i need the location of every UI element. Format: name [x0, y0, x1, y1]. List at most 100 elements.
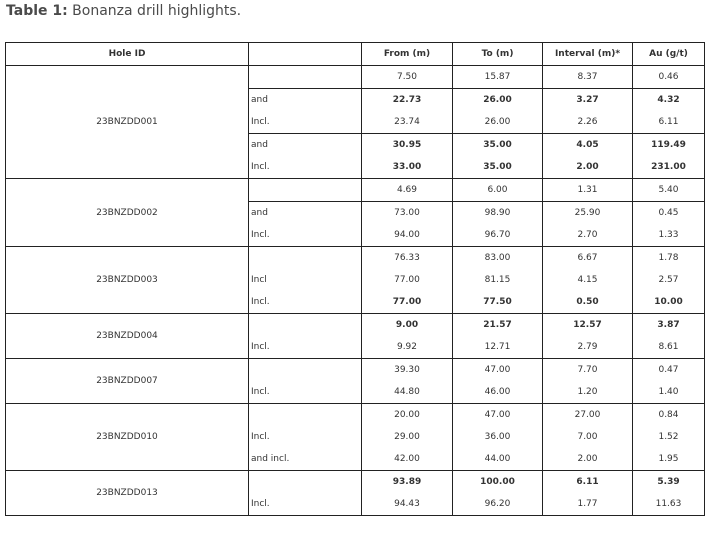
qualifier-cell: [248, 178, 362, 202]
to-cell: 96.70: [452, 224, 543, 247]
from-cell: 93.89: [361, 470, 453, 493]
to-cell: 26.00: [452, 88, 543, 111]
au-cell: 1.52: [632, 426, 705, 448]
hole-id-cell: 23BNZDD001: [5, 65, 249, 179]
hole-id-cell: 23BNZDD010: [5, 403, 249, 471]
to-cell: 46.00: [452, 381, 543, 404]
interval-cell: 2.79: [542, 336, 633, 359]
interval-cell: 2.00: [542, 448, 633, 471]
interval-cell: 1.20: [542, 381, 633, 404]
to-cell: 47.00: [452, 358, 543, 381]
col-hole-id: Hole ID: [5, 42, 249, 66]
interval-cell: 2.70: [542, 224, 633, 247]
table-row: Incl. 33.00 35.00 2.00 231.00: [6, 156, 705, 179]
hole-id-cell: 23BNZDD002: [5, 178, 249, 247]
table-row: Incl 77.00 81.15 4.15 2.57: [6, 269, 705, 291]
from-cell: 77.00: [361, 269, 453, 291]
qualifier-cell: Incl.: [248, 111, 362, 134]
qualifier-cell: [248, 65, 362, 89]
qualifier-cell: and: [248, 88, 362, 111]
qualifier-cell: Incl.: [248, 156, 362, 179]
table-row: 23BNZDD002 4.69 6.00 1.31 5.40: [5, 178, 705, 247]
au-cell: 1.78: [632, 246, 705, 269]
au-cell: 6.11: [632, 111, 705, 134]
table-row: 23BNZDD003 76.33 83.00 6.67 1.78: [5, 246, 705, 314]
col-from: From (m): [361, 42, 453, 66]
from-cell: 4.69: [361, 178, 453, 202]
table-row: Incl. 94.00 96.70 2.70 1.33: [6, 224, 705, 247]
table-row: 23BNZDD004 9.00 21.57 12.57 3.87: [5, 313, 705, 359]
to-cell: 36.00: [452, 426, 543, 448]
qualifier-cell: [248, 358, 362, 381]
from-cell: 29.00: [361, 426, 453, 448]
from-cell: 30.95: [361, 133, 453, 156]
qualifier-cell: Incl.: [248, 291, 362, 314]
table-row: Incl. 77.00 77.50 0.50 10.00: [6, 291, 705, 314]
table-row: and 73.00 98.90 25.90 0.45: [6, 201, 705, 224]
table-row: Incl. 94.43 96.20 1.77 11.63: [6, 493, 705, 516]
au-cell: 4.32: [632, 88, 705, 111]
au-cell: 0.45: [632, 201, 705, 224]
interval-cell: 6.11: [542, 470, 633, 493]
table-row: Incl. 44.80 46.00 1.20 1.40: [6, 381, 705, 404]
to-cell: 98.90: [452, 201, 543, 224]
qualifier-cell: [248, 470, 362, 493]
interval-cell: 4.15: [542, 269, 633, 291]
from-cell: 7.50: [361, 65, 453, 89]
to-cell: 44.00: [452, 448, 543, 471]
from-cell: 9.92: [361, 336, 453, 359]
header-row: Hole ID From (m) To (m) Interval (m)* Au…: [5, 42, 705, 66]
to-cell: 12.71: [452, 336, 543, 359]
to-cell: 81.15: [452, 269, 543, 291]
interval-cell: 4.05: [542, 133, 633, 156]
from-cell: 33.00: [361, 156, 453, 179]
table-row: and 30.95 35.00 4.05 119.49: [6, 133, 705, 156]
table-row: 23BNZDD013 93.89 100.00 6.11 5.39: [5, 470, 705, 516]
col-interval: Interval (m)*: [542, 42, 633, 66]
from-cell: 20.00: [361, 403, 453, 426]
au-cell: 3.87: [632, 313, 705, 336]
au-cell: 2.57: [632, 269, 705, 291]
au-cell: 0.47: [632, 358, 705, 381]
table-row: Incl. 23.74 26.00 2.26 6.11: [6, 111, 705, 134]
interval-cell: 2.00: [542, 156, 633, 179]
from-cell: 94.43: [361, 493, 453, 516]
interval-cell: 12.57: [542, 313, 633, 336]
to-cell: 15.87: [452, 65, 543, 89]
col-to: To (m): [452, 42, 543, 66]
qualifier-cell: Incl.: [248, 224, 362, 247]
qualifier-cell: Incl.: [248, 336, 362, 359]
au-cell: 11.63: [632, 493, 705, 516]
interval-cell: 8.37: [542, 65, 633, 89]
table-row: and 22.73 26.00 3.27 4.32: [6, 88, 705, 111]
from-cell: 94.00: [361, 224, 453, 247]
to-cell: 35.00: [452, 133, 543, 156]
to-cell: 26.00: [452, 111, 543, 134]
au-cell: 1.33: [632, 224, 705, 247]
qualifier-cell: [248, 246, 362, 269]
from-cell: 44.80: [361, 381, 453, 404]
hole-id-cell: 23BNZDD007: [5, 358, 249, 404]
table-row: Incl. 9.92 12.71 2.79 8.61: [6, 336, 705, 359]
interval-cell: 1.31: [542, 178, 633, 202]
au-cell: 1.95: [632, 448, 705, 471]
interval-cell: 25.90: [542, 201, 633, 224]
qualifier-cell: [248, 313, 362, 336]
au-cell: 0.46: [632, 65, 705, 89]
col-qualifier: [248, 42, 362, 66]
interval-cell: 7.70: [542, 358, 633, 381]
to-cell: 77.50: [452, 291, 543, 314]
au-cell: 10.00: [632, 291, 705, 314]
qualifier-cell: Incl: [248, 269, 362, 291]
to-cell: 21.57: [452, 313, 543, 336]
au-cell: 1.40: [632, 381, 705, 404]
hole-id-cell: 23BNZDD013: [5, 470, 249, 516]
qualifier-cell: and incl.: [248, 448, 362, 471]
hole-id-cell: 23BNZDD004: [5, 313, 249, 359]
interval-cell: 27.00: [542, 403, 633, 426]
au-cell: 119.49: [632, 133, 705, 156]
interval-cell: 2.26: [542, 111, 633, 134]
from-cell: 22.73: [361, 88, 453, 111]
to-cell: 6.00: [452, 178, 543, 202]
to-cell: 47.00: [452, 403, 543, 426]
